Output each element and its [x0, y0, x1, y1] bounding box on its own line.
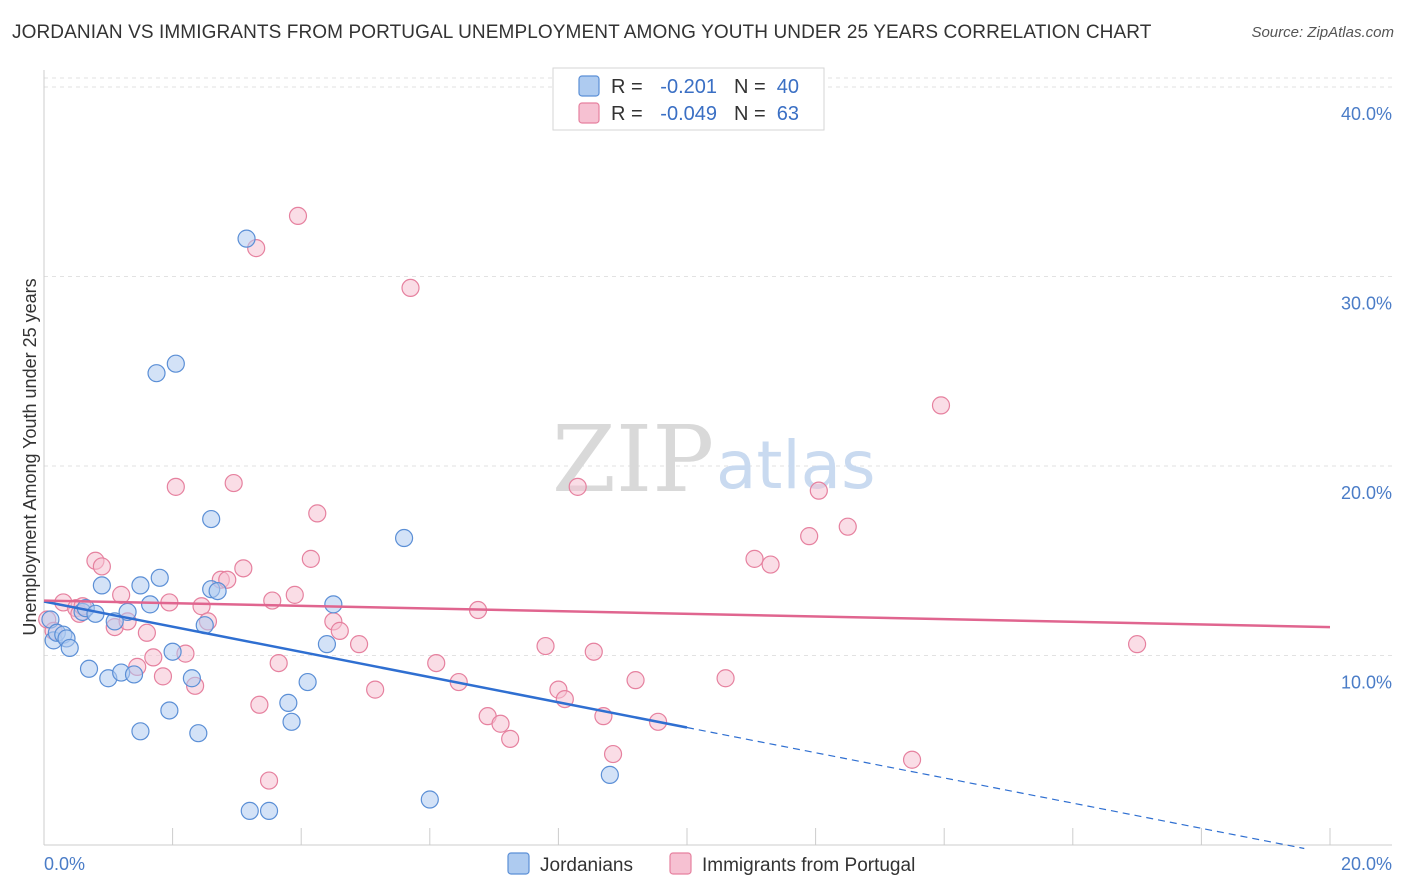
portugal-point — [330, 621, 349, 640]
jordanian-point — [317, 635, 337, 654]
portugal-point — [153, 667, 173, 686]
legend-n-label-1: N = — [734, 76, 766, 98]
portugal-point — [269, 653, 288, 673]
jordanian-point — [150, 568, 169, 587]
jordanian-point — [140, 595, 160, 614]
portugal-point — [536, 636, 555, 656]
portugal-point — [626, 671, 645, 690]
source-credit: Source: ZipAtlas.com — [1251, 24, 1394, 41]
jordanian-point — [166, 354, 185, 373]
jordanian-point — [324, 595, 343, 614]
x-tick-label-min: 0.0% — [44, 854, 85, 874]
portugal-point — [366, 680, 385, 699]
portugal-point — [250, 695, 269, 714]
jordanian-point — [182, 669, 201, 688]
jordanian-point — [124, 665, 144, 684]
series-immigrants-from-portugal-points — [38, 206, 1147, 790]
y-tick-label: 20.0% — [1341, 483, 1392, 503]
jordanian-point — [279, 693, 298, 712]
jordanian-point — [282, 712, 301, 731]
portugal-point — [838, 517, 857, 536]
portugal-trendline — [43, 599, 1331, 629]
legend-n-value-1: 40 — [777, 76, 799, 98]
jordanian-point — [259, 801, 279, 820]
jordanians-trendline — [43, 600, 688, 729]
portugal-point — [401, 278, 420, 298]
portugal-point — [288, 206, 308, 226]
portugal-point — [761, 555, 780, 574]
jordanian-point — [208, 581, 227, 601]
series-jordanians-points — [41, 229, 619, 820]
portugal-point — [809, 481, 828, 500]
legend-swatch-jordanians — [578, 75, 600, 97]
portugal-point — [234, 559, 253, 578]
portugal-point — [745, 549, 764, 568]
jordanian-point — [394, 528, 414, 548]
jordanian-point — [79, 659, 99, 678]
portugal-point — [568, 477, 587, 496]
jordanian-point — [202, 509, 221, 529]
legend-r-label-1: R = — [611, 76, 643, 98]
portugal-point — [800, 527, 819, 546]
portugal-point — [603, 744, 623, 764]
jordanian-point — [240, 801, 259, 820]
portugal-point — [501, 729, 520, 748]
jordanian-point — [600, 765, 619, 784]
portugal-point — [931, 396, 951, 415]
legend-swatch-portugal — [578, 102, 600, 124]
portugal-point — [166, 477, 185, 496]
jordanian-point — [147, 364, 166, 383]
jordanian-point — [189, 724, 208, 743]
watermark-zip: ZIP — [552, 406, 714, 513]
trendlines — [43, 599, 1331, 850]
bottom-legend-label-jordanians: Jordanians — [540, 855, 633, 876]
portugal-point — [92, 557, 111, 576]
portugal-point — [224, 473, 243, 493]
y-tick-labels: 10.0% 20.0% 30.0% 40.0% — [1341, 104, 1392, 692]
jordanians-trendline-extension — [686, 726, 1305, 850]
portugal-point — [308, 504, 327, 523]
legend-r-value-1: -0.201 — [660, 76, 717, 98]
portugal-point — [192, 597, 211, 616]
x-axis-ticks — [172, 828, 1331, 845]
y-tick-label: 30.0% — [1341, 294, 1392, 314]
jordanian-point — [298, 672, 317, 692]
jordanian-point — [131, 576, 150, 595]
portugal-point — [137, 623, 156, 642]
portugal-point — [427, 653, 446, 673]
legend-n-value-2: 63 — [777, 103, 799, 125]
bottom-legend-label-portugal: Immigrants from Portugal — [702, 855, 915, 876]
y-tick-label: 10.0% — [1341, 673, 1392, 693]
jordanian-point — [131, 722, 150, 741]
portugal-point — [301, 549, 320, 568]
jordanian-point — [420, 790, 439, 809]
y-axis-label: Unemployment Among Youth under 25 years — [20, 278, 40, 635]
legend-n-label-2: N = — [734, 103, 766, 125]
y-tick-label: 40.0% — [1341, 104, 1392, 124]
portugal-point — [902, 750, 922, 769]
portugal-point — [1127, 635, 1147, 654]
jordanian-point — [163, 642, 182, 661]
watermark-atlas: atlas — [716, 427, 876, 504]
bottom-legend: Jordanians Immigrants from Portugal — [507, 852, 915, 876]
jordanian-point — [92, 576, 111, 595]
portugal-point — [584, 642, 603, 661]
portugal-point — [349, 635, 369, 654]
legend-box: R = -0.201 N = 40 R = -0.049 N = 63 — [552, 67, 825, 131]
legend-r-label-2: R = — [611, 103, 643, 125]
bottom-legend-swatch-portugal — [669, 852, 692, 875]
bottom-legend-swatch-jordanians — [507, 852, 530, 875]
jordanian-point — [160, 701, 179, 720]
portugal-point — [716, 669, 735, 688]
portugal-point — [491, 714, 510, 733]
portugal-point — [285, 585, 304, 604]
portugal-point — [144, 648, 163, 667]
legend-r-value-2: -0.049 — [660, 103, 717, 125]
x-tick-label-max: 20.0% — [1341, 854, 1392, 874]
jordanian-point — [60, 638, 79, 658]
portugal-point — [259, 771, 279, 790]
chart-title: JORDANIAN VS IMMIGRANTS FROM PORTUGAL UN… — [12, 22, 1152, 43]
jordanian-point — [237, 229, 256, 248]
